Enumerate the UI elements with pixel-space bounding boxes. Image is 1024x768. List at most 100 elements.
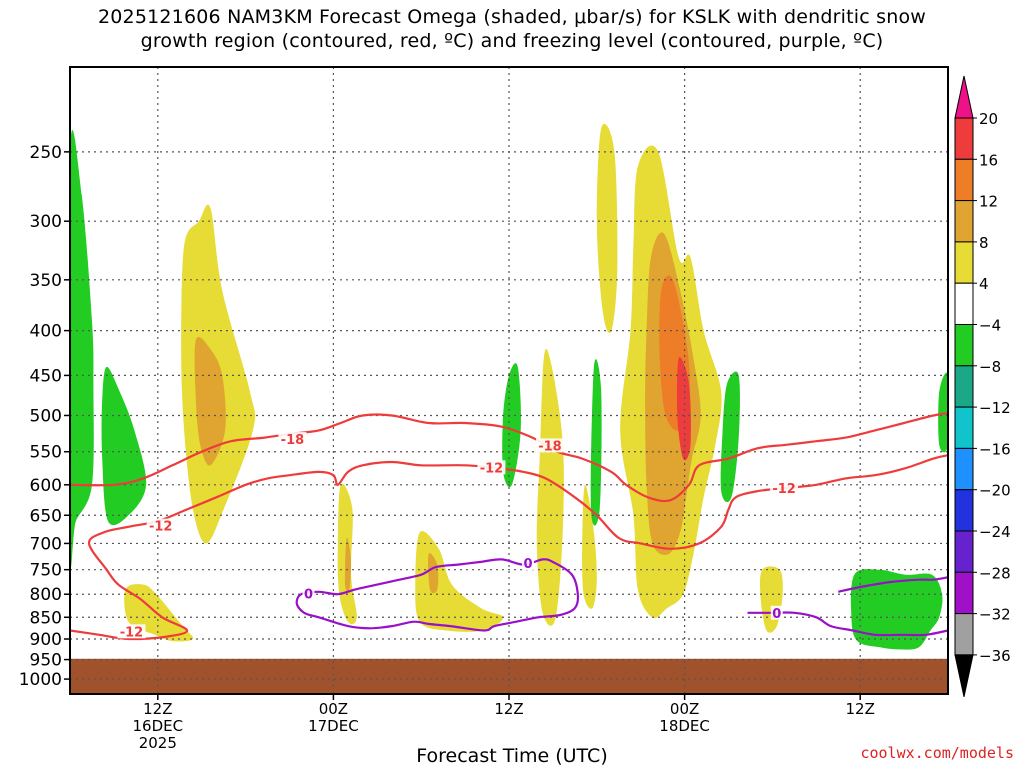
colorbar-bin-6 [954, 324, 974, 367]
omega-region-2 [70, 356, 85, 515]
omega-region-10 [428, 553, 439, 594]
colorbar-label-12: −32 [979, 606, 1011, 624]
contour-label-layer: -18 -12 -12 -12 -18 -12 0 0 0 [117, 432, 799, 640]
contour-0-2 [295, 558, 580, 632]
x-tick-label-42-1: 18DEC [659, 717, 710, 735]
y-tick-label-300: 300 [30, 212, 62, 232]
y-tick-label-700: 700 [30, 534, 62, 554]
contour-label-bg-3 [477, 460, 506, 475]
y-tick-label-250: 250 [30, 143, 62, 163]
omega-region-16 [536, 348, 564, 626]
colorbar-bin-5 [954, 282, 974, 326]
colorbar-label-2: 12 [979, 193, 998, 211]
omega-region-17 [582, 484, 597, 609]
colorbar-label-0: 20 [979, 110, 998, 128]
contour-label-bg-1 [146, 518, 175, 533]
x-tick-label-6-0: 12Z [143, 700, 172, 718]
omega-region-5 [194, 337, 226, 466]
colorbar-label-4: 4 [979, 275, 989, 293]
y-tick-label-750: 750 [30, 561, 62, 581]
colorbar-label-13: −36 [979, 647, 1011, 665]
y-tick-label-650: 650 [30, 506, 62, 526]
omega-region-15 [676, 357, 691, 461]
x-axis-label: Forecast Time (UTC) [416, 745, 608, 767]
x-tick-label-54-0: 12Z [846, 700, 875, 718]
axes-layer: 2503003504004505005506006507007508008509… [19, 66, 949, 752]
contour-label-1: -12 [149, 520, 173, 535]
colorbar-bin-11 [954, 530, 974, 573]
terrain-band [70, 658, 948, 694]
y-tick-label-450: 450 [30, 366, 62, 386]
colorbar-bin-13 [954, 613, 974, 656]
contour-label-bg-4 [535, 438, 564, 453]
x-tick-label-6-1: 16DEC [133, 717, 184, 735]
colorbar-label-9: −20 [979, 482, 1011, 500]
y-tick-label-1000: 1000 [19, 670, 62, 690]
omega-region-20 [850, 569, 943, 650]
y-tick-label-400: 400 [30, 322, 62, 342]
colorbar-label-6: −8 [979, 358, 1001, 376]
omega-region-3 [101, 366, 147, 526]
colorbar-bin-12 [954, 571, 974, 615]
y-tick-label-900: 900 [30, 630, 62, 650]
terrain-layer [70, 658, 948, 694]
omega-region-22 [720, 371, 740, 503]
contour-label-bg-0 [278, 432, 307, 447]
contour-label-5: -12 [772, 482, 796, 497]
colorbar-label-11: −28 [979, 564, 1011, 582]
colorbar-label-10: −24 [979, 523, 1011, 541]
grid-layer [70, 67, 948, 694]
colorbar-bin-7 [954, 365, 974, 408]
x-tick-label-30-0: 12Z [494, 700, 523, 718]
x-tick-label-6-2: 2025 [139, 734, 177, 752]
y-tick-label-600: 600 [30, 476, 62, 496]
chart-title-line-1: 2025121606 NAM3KM Forecast Omega (shaded… [97, 6, 927, 28]
colorbar-label-1: 16 [979, 151, 998, 169]
contour-label-8: 0 [772, 607, 781, 622]
colorbar-label-3: 8 [979, 234, 989, 252]
colorbar-bin-1 [954, 117, 974, 160]
colorbar-label-7: −12 [979, 399, 1011, 417]
colorbar-bin-9 [954, 447, 974, 491]
contour-label-3: -12 [480, 461, 504, 476]
omega-region-9 [415, 530, 504, 632]
colorbar-label-5: −4 [979, 317, 1001, 335]
contour-label-bg-5 [770, 480, 799, 495]
omega-region-23 [938, 372, 948, 453]
contour-label-6: 0 [304, 587, 313, 602]
x-tick-label-18-1: 17DEC [308, 717, 359, 735]
contour-label-bg-2 [117, 624, 146, 639]
credit-text: coolwx.com/models [860, 744, 1014, 762]
omega-region-11 [596, 123, 618, 334]
omega-region-8 [344, 537, 352, 593]
contour-label-bg-8 [770, 605, 783, 620]
y-tick-label-550: 550 [30, 443, 62, 463]
contour-0-3 [747, 611, 948, 637]
y-tick-label-850: 850 [30, 608, 62, 628]
y-tick-label-350: 350 [30, 271, 62, 291]
contour--12-1 [70, 454, 948, 641]
colorbar-bin-10 [954, 489, 974, 532]
contour-label-7: 0 [523, 557, 532, 572]
contour-label-0: -18 [281, 433, 305, 448]
omega-shading-layer [70, 123, 948, 650]
contour-0-4 [838, 576, 948, 593]
x-tick-label-18-0: 00Z [319, 700, 348, 718]
omega-region-18 [590, 359, 602, 526]
y-tick-label-500: 500 [30, 406, 62, 426]
colorbar-bin-3 [954, 200, 974, 243]
contour-label-bg-7 [522, 556, 535, 571]
colorbar-top-arrow [954, 75, 974, 119]
x-tick-label-42-0: 00Z [670, 700, 699, 718]
y-tick-label-800: 800 [30, 585, 62, 605]
omega-region-21 [502, 363, 521, 488]
contour-label-4: -18 [538, 439, 562, 454]
contour-label-bg-6 [302, 586, 315, 601]
colorbar: 20 16 12 8 4 −4 −8 −12 −16 −20 −24 −28 −32 −36 [954, 75, 1011, 698]
colorbar-bottom-arrow [954, 654, 974, 698]
contour-label-2: -12 [120, 625, 144, 640]
colorbar-bin-2 [954, 158, 974, 202]
y-tick-label-950: 950 [30, 651, 62, 671]
omega-region-19 [759, 566, 783, 633]
